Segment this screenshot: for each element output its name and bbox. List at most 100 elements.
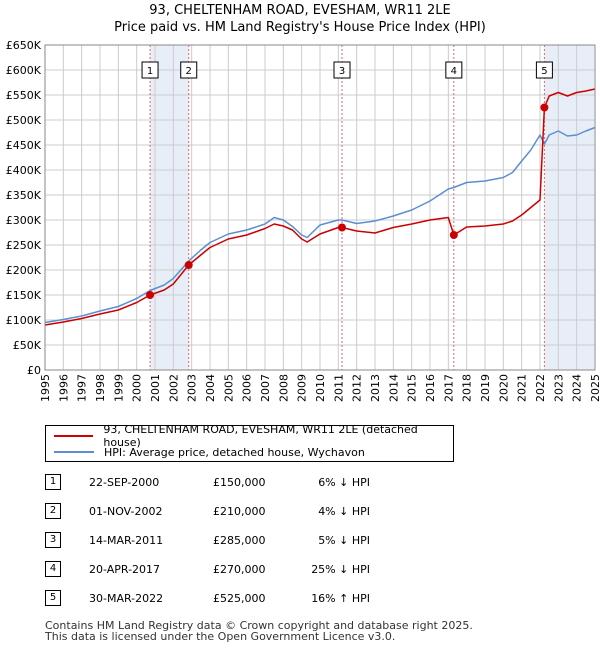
series-line-hpi bbox=[44, 126, 596, 324]
sales-table: 1 22-SEP-2000 £150,000 6% ↓ HPI 2 01-NOV… bbox=[45, 471, 585, 616]
legend: 93, CHELTENHAM ROAD, EVESHAM, WR11 2LE (… bbox=[45, 423, 454, 462]
sale-date: 22-SEP-2000 bbox=[89, 476, 160, 489]
x-tick-label: 2019 bbox=[479, 374, 492, 402]
x-tick-label: 2021 bbox=[516, 374, 529, 402]
sale-row: 2 01-NOV-2002 £210,000 4% ↓ HPI bbox=[45, 500, 585, 529]
sale-hpi-diff: 4% ↓ HPI bbox=[318, 505, 370, 518]
sale-point bbox=[449, 231, 458, 239]
sale-price: £210,000 bbox=[213, 505, 266, 518]
sale-date: 30-MAR-2022 bbox=[89, 592, 164, 605]
x-tick-label: 1995 bbox=[39, 374, 52, 402]
sale-price: £270,000 bbox=[213, 563, 266, 576]
footer-line-1: Contains HM Land Registry data © Crown c… bbox=[45, 619, 473, 632]
x-tick-label: 2020 bbox=[497, 374, 510, 402]
x-tick-label: 2016 bbox=[424, 374, 437, 402]
sale-row: 3 14-MAR-2011 £285,000 5% ↓ HPI bbox=[45, 529, 585, 558]
x-tick-label: 2015 bbox=[406, 374, 419, 402]
x-tick-label: 2003 bbox=[186, 374, 199, 402]
x-tick-label: 2004 bbox=[204, 374, 217, 402]
sale-hpi-diff: 5% ↓ HPI bbox=[318, 534, 370, 547]
legend-item-property: 93, CHELTENHAM ROAD, EVESHAM, WR11 2LE (… bbox=[54, 423, 453, 449]
x-tick-label: 2005 bbox=[222, 374, 235, 402]
x-tick-label: 1998 bbox=[94, 374, 107, 402]
sale-price: £525,000 bbox=[213, 592, 266, 605]
y-tick-label: £300K bbox=[6, 214, 42, 227]
sale-marker-box bbox=[535, 61, 553, 79]
x-tick-label: 2013 bbox=[369, 374, 382, 402]
x-tick-label: 1996 bbox=[57, 374, 70, 402]
sale-number: 4 bbox=[45, 561, 61, 577]
x-tick-label: 2017 bbox=[442, 374, 455, 402]
y-tick-label: £500K bbox=[6, 114, 42, 127]
sale-hpi-diff: 6% ↓ HPI bbox=[318, 476, 370, 489]
y-tick-label: £200K bbox=[6, 264, 42, 277]
y-tick-label: £650K bbox=[6, 39, 42, 52]
sale-marker-label: 2 bbox=[186, 66, 192, 77]
sale-row: 4 20-APR-2017 £270,000 25% ↓ HPI bbox=[45, 558, 585, 587]
sale-number: 3 bbox=[45, 532, 61, 548]
sale-marker-box bbox=[180, 61, 198, 79]
x-tick-label: 2002 bbox=[167, 374, 180, 402]
sale-row: 1 22-SEP-2000 £150,000 6% ↓ HPI bbox=[45, 471, 585, 500]
sale-hpi-diff: 16% ↑ HPI bbox=[311, 592, 370, 605]
footer-line-2: This data is licensed under the Open Gov… bbox=[45, 630, 396, 643]
x-tick-label: 2011 bbox=[332, 374, 345, 402]
chart-title: 93, CHELTENHAM ROAD, EVESHAM, WR11 2LE P… bbox=[0, 2, 600, 36]
title-line-2: Price paid vs. HM Land Registry's House … bbox=[114, 20, 486, 35]
y-tick-label: £450K bbox=[6, 139, 42, 152]
x-tick-label: 2007 bbox=[259, 374, 272, 402]
sale-marker-label: 5 bbox=[541, 66, 547, 77]
x-tick-label: 2010 bbox=[314, 374, 327, 402]
y-tick-label: £100K bbox=[6, 314, 42, 327]
footer: Contains HM Land Registry data © Crown c… bbox=[45, 620, 473, 642]
sale-point bbox=[540, 103, 549, 112]
y-tick-label: £600K bbox=[6, 64, 42, 77]
x-tick-label: 2000 bbox=[131, 374, 144, 402]
sale-period-shade bbox=[544, 45, 595, 370]
plot-frame bbox=[44, 44, 596, 371]
sale-point bbox=[338, 223, 346, 232]
x-tick-label: 1997 bbox=[76, 374, 89, 402]
legend-label-hpi: HPI: Average price, detached house, Wych… bbox=[104, 445, 365, 459]
x-tick-label: 2023 bbox=[552, 374, 565, 402]
sale-period-shade bbox=[150, 45, 189, 370]
sale-date: 20-APR-2017 bbox=[89, 563, 161, 576]
sale-marker-label: 1 bbox=[147, 66, 153, 77]
sale-marker-box bbox=[333, 61, 351, 79]
x-tick-label: 2008 bbox=[277, 374, 290, 402]
price-chart: £0 £50K £100K £150K £200K £250K £300K £350K £400… bbox=[6, 39, 600, 402]
sale-date: 01-NOV-2002 bbox=[89, 505, 163, 518]
y-tick-label: £550K bbox=[6, 89, 42, 102]
sale-marker-label: 4 bbox=[451, 66, 457, 77]
x-tick-label: 2009 bbox=[296, 374, 309, 402]
title-line-1: 93, CHELTENHAM ROAD, EVESHAM, WR11 2LE bbox=[149, 3, 451, 18]
legend-swatch-property bbox=[54, 435, 94, 437]
y-tick-label: £50K bbox=[13, 339, 42, 352]
x-tick-label: 2001 bbox=[149, 374, 162, 402]
x-tick-label: 2012 bbox=[351, 374, 364, 402]
sale-price: £150,000 bbox=[213, 476, 266, 489]
sale-number: 2 bbox=[45, 503, 61, 519]
x-tick-label: 2014 bbox=[387, 374, 400, 402]
sale-marker-label: 3 bbox=[339, 66, 345, 77]
sale-hpi-diff: 25% ↓ HPI bbox=[311, 563, 370, 576]
sale-number: 5 bbox=[45, 590, 61, 606]
y-tick-label: £400K bbox=[6, 164, 42, 177]
x-tick-label: 1999 bbox=[112, 374, 125, 402]
sale-marker-box bbox=[141, 61, 159, 79]
sale-number: 1 bbox=[45, 474, 61, 490]
x-tick-label: 2024 bbox=[571, 374, 584, 402]
y-tick-label: £0 bbox=[27, 364, 41, 377]
sale-point bbox=[146, 291, 155, 299]
x-tick-label: 2022 bbox=[534, 374, 547, 402]
sale-point bbox=[184, 261, 193, 269]
x-tick-label: 2018 bbox=[461, 374, 474, 402]
sale-row: 5 30-MAR-2022 £525,000 16% ↑ HPI bbox=[45, 587, 585, 616]
sale-date: 14-MAR-2011 bbox=[89, 534, 164, 547]
legend-swatch-hpi bbox=[54, 451, 94, 453]
sale-marker-box bbox=[445, 61, 463, 79]
y-tick-label: £350K bbox=[6, 189, 42, 202]
y-tick-label: £250K bbox=[6, 239, 42, 252]
sale-price: £285,000 bbox=[213, 534, 266, 547]
legend-label-property: 93, CHELTENHAM ROAD, EVESHAM, WR11 2LE (… bbox=[103, 423, 418, 449]
